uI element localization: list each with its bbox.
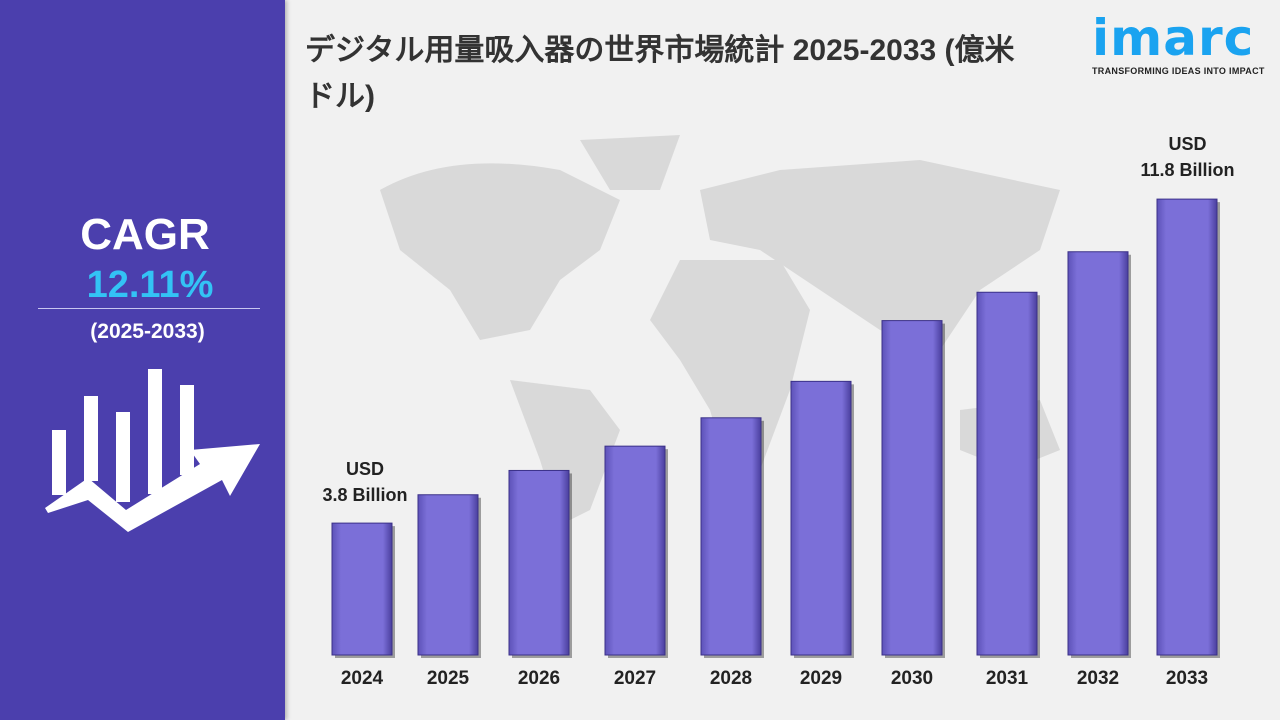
cagr-value: 12.11% <box>86 264 214 306</box>
world-map-background <box>380 135 1060 525</box>
annotation-line2: 3.8 Billion <box>322 485 408 505</box>
cagr-period: (2025-2033) <box>90 320 205 343</box>
bar-2027 <box>604 445 666 656</box>
x-tick-label: 2026 <box>518 668 560 689</box>
imarc-logo: imarc TRANSFORMING IDEAS INTO IMPACT <box>1092 8 1272 76</box>
bar-2033 <box>1156 198 1218 656</box>
divider <box>38 308 260 309</box>
x-tick-label: 2032 <box>1077 668 1119 689</box>
bar-2025 <box>417 494 479 656</box>
x-tick-label: 2024 <box>341 668 384 689</box>
bar-2028 <box>700 417 762 656</box>
x-tick-label: 2028 <box>710 668 752 689</box>
chart-title: デジタル用量吸入器の世界市場統計 2025-2033 (億米ドル) <box>305 34 1015 113</box>
annotation-line1: USD <box>1168 134 1207 154</box>
annotation-line1: USD <box>345 459 384 479</box>
x-tick-label: 2033 <box>1166 668 1208 689</box>
x-tick-label: 2031 <box>986 668 1029 689</box>
x-tick-label: 2029 <box>800 668 842 689</box>
cagr-label: CAGR <box>80 210 210 259</box>
bar-2024 <box>331 522 393 656</box>
bar-2030 <box>881 320 943 656</box>
annotation-2024: USD 3.8 Billion <box>300 456 430 508</box>
x-tick-label: 2025 <box>427 668 470 689</box>
annotation-line2: 11.8 Billion <box>1140 160 1235 180</box>
bar-2031 <box>976 291 1038 656</box>
cagr-panel: CAGR 12.11% (2025-2033) <box>0 0 285 720</box>
annotation-2033: USD 11.8 Billion <box>1120 131 1255 183</box>
x-tick-label: 2030 <box>891 668 933 689</box>
x-tick-label: 2027 <box>614 668 656 689</box>
bar-2032 <box>1067 251 1129 656</box>
logo-wordmark: imarc <box>1092 9 1255 67</box>
growth-chart-icon <box>45 369 260 532</box>
logo-tagline: TRANSFORMING IDEAS INTO IMPACT <box>1092 66 1265 76</box>
bar-2026 <box>508 469 570 656</box>
bar-2029 <box>790 380 852 656</box>
